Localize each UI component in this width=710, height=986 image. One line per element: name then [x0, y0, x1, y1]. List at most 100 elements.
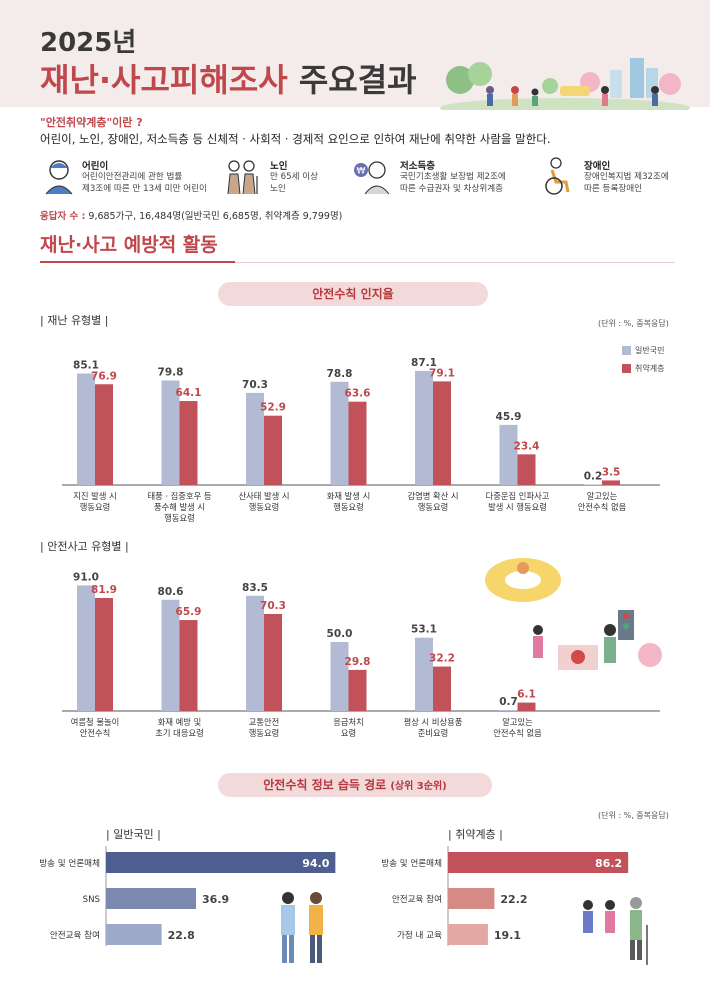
bar-vulnerable: [433, 666, 451, 711]
data-label: 76.9: [91, 370, 117, 382]
bar-general: [499, 424, 518, 485]
group-elderly: 노인 만 65세 이상 노인: [222, 156, 342, 198]
bar-vulnerable: [264, 415, 282, 485]
category-label: 행동요령: [249, 502, 280, 512]
data-label: 23.4: [514, 440, 540, 452]
data-label: 87.1: [411, 357, 437, 369]
bar-vulnerable: [95, 597, 113, 711]
group-desc: 어린이안전관리에 관한 법률 제3조에 따른 만 13세 미만 어린이: [82, 171, 207, 195]
unit-label-2: (단위 : %, 중복응답): [598, 811, 669, 820]
safety-illustration: [485, 558, 662, 670]
data-label: 79.8: [158, 366, 184, 378]
data-label: 32.2: [429, 653, 455, 665]
group-desc-line: 장애인복지법 제32조에: [584, 172, 669, 182]
category-label: 가정 내 교육: [397, 930, 442, 941]
bar-vulnerable: [602, 480, 620, 485]
data-label: 80.6: [158, 586, 184, 598]
category-label: 방송 및 언론매체: [39, 857, 100, 869]
group-desc-line: 제3조에 따른 만 13세 미만 어린이: [82, 184, 207, 194]
data-label: 0.7: [499, 696, 518, 708]
bar-vulnerable: [264, 613, 282, 711]
category-label: 교통안전: [249, 717, 280, 727]
pill-info-source-main: 안전수칙 정보 습득 경로: [263, 778, 387, 792]
people-illustration-right: [583, 897, 648, 965]
category-label: 응급처치: [333, 717, 364, 727]
bar: [448, 924, 488, 945]
data-label: 36.9: [202, 893, 229, 906]
legend-swatch-vulnerable: [622, 364, 631, 373]
definition-question: "안전취약계층"이란 ?: [40, 116, 143, 129]
bar-general: [161, 380, 180, 485]
category-label: 준비요령: [418, 728, 449, 738]
wheelchair-icon: [545, 157, 570, 195]
data-label: 63.6: [345, 388, 371, 400]
data-label: 79.1: [429, 367, 455, 379]
data-label: 22.2: [500, 893, 527, 906]
category-label: 안전수칙 없음: [493, 728, 542, 738]
title-red-part: 재난·사고피해조사: [40, 61, 288, 99]
respondents-label: 응답자 수 :: [40, 211, 86, 222]
data-label: 91.0: [73, 571, 99, 583]
category-label: 행동요령: [418, 502, 449, 512]
legend: 일반국민 취약계층: [622, 345, 664, 381]
legend-item-vulnerable: 취약계층: [622, 363, 664, 374]
legend-label-general: 일반국민: [635, 346, 665, 355]
data-label: 0.2: [584, 470, 603, 482]
data-label: 64.1: [176, 387, 202, 399]
report-year: 2025년: [40, 28, 137, 58]
group-title: 어린이: [82, 161, 109, 172]
data-label: 6.1: [517, 689, 536, 701]
data-label: 29.8: [345, 656, 371, 668]
data-label: 94.0: [302, 857, 329, 870]
bar: [106, 924, 162, 945]
bar-vulnerable: [179, 620, 198, 711]
bar: [448, 888, 495, 909]
data-label: 86.2: [595, 857, 622, 870]
legend-label-vulnerable: 취약계층: [635, 364, 665, 373]
respondents-value: 9,685가구, 16,484명(일반국민 6,685명, 취약계층 9,799…: [88, 211, 343, 222]
category-label: 행동요령: [333, 502, 364, 512]
city-park-illustration: [440, 58, 690, 110]
bar-vulnerable: [348, 401, 367, 485]
category-label: 태풍 · 집중호우 등: [148, 491, 212, 501]
group-low-income: ₩ 저소득층 국민기초생활 보장법 제2조에 따른 수급권자 및 차상위계층: [352, 156, 522, 198]
data-label: 70.3: [242, 379, 268, 391]
data-label: 65.9: [176, 606, 202, 618]
chart-info-vulnerable: 방송 및 언론매체 86.2 안전교육 참여 22.2 가정 내 교육 19.1: [381, 846, 629, 946]
low-income-icon: ₩: [354, 161, 390, 195]
bar-general: [415, 370, 433, 485]
title-dark-part: 주요결과: [298, 61, 417, 99]
category-label: 알고있는: [587, 491, 618, 501]
category-label: 발생 시 행동요령: [488, 502, 547, 512]
group-title: 장애인: [584, 161, 611, 172]
bar-general: [330, 381, 349, 485]
chart1-title: | 재난 유형별 |: [40, 314, 109, 327]
category-label: 다중운집 인파사고: [486, 491, 550, 501]
group-desc-line: 따른 수급권자 및 차상위계층: [400, 184, 504, 194]
group-desc: 국민기초생활 보장법 제2조에 따른 수급권자 및 차상위계층: [400, 171, 506, 195]
legend-item-general: 일반국민: [622, 345, 664, 356]
category-label: 안전교육 참여: [392, 893, 442, 905]
data-label: 19.1: [494, 929, 521, 942]
data-label: 78.8: [327, 368, 353, 380]
bar-vulnerable: [433, 381, 451, 485]
data-label: 45.9: [496, 411, 522, 423]
category-label: 안전교육 참여: [50, 929, 100, 941]
chart4-title: | 취약계층 |: [448, 828, 503, 841]
group-desc-line: 노인: [270, 184, 286, 194]
pill-awareness: 안전수칙 인지율: [218, 282, 488, 306]
section-divider: [235, 262, 675, 263]
group-desc-line: 만 65세 이상: [270, 172, 319, 182]
legend-swatch-general: [622, 346, 631, 355]
section-title: 재난·사고 예방적 활동: [40, 234, 218, 256]
category-label: 풍수해 발생 시: [154, 502, 205, 512]
chart2-title: | 안전사고 유형별 |: [40, 540, 129, 553]
category-label: 방송 및 언론매체: [381, 857, 442, 869]
chart-info-general: 방송 및 언론매체 94.0 SNS 36.9 안전교육 참여 22.8: [39, 846, 336, 946]
group-desc-line: 어린이안전관리에 관한 법률: [82, 172, 183, 182]
people-illustration-left: [281, 892, 323, 963]
pill-info-source: 안전수칙 정보 습득 경로 (상위 3순위): [218, 773, 492, 797]
category-label: 감염병 확산 시: [407, 491, 458, 501]
svg-text:₩: ₩: [357, 167, 366, 177]
